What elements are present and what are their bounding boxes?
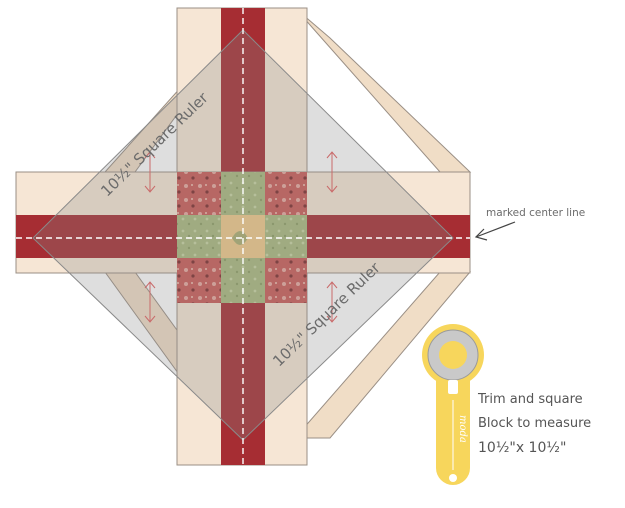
double-arrow-icon: [144, 151, 156, 193]
center-nine-patch: [177, 172, 307, 303]
double-arrow-icon: [326, 281, 338, 323]
double-arrow-icon: [144, 281, 156, 323]
instruction-line1: Trim and square: [478, 392, 583, 407]
instruction-line3: 10½"x 10½": [478, 440, 567, 456]
rotary-cutter-icon: moda: [422, 324, 484, 485]
center-line-label: marked center line: [486, 207, 585, 219]
cutter-brand-label: moda: [457, 415, 468, 443]
marked-center-lines: [16, 8, 470, 465]
double-arrow-icon: [326, 151, 338, 193]
arrow-pointer-icon: [474, 221, 516, 241]
instruction-line2: Block to measure: [478, 416, 592, 431]
double-arrow-icons: [144, 151, 338, 323]
